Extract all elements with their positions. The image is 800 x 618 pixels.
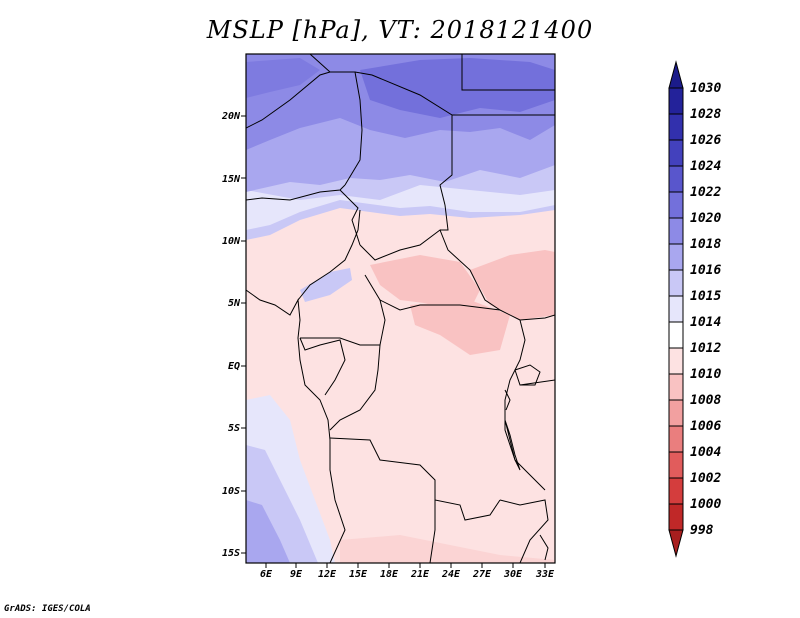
lon-label-27E: 27E bbox=[472, 569, 492, 580]
lake-tanganyika bbox=[504, 419, 521, 471]
band-1020-southwest bbox=[246, 500, 290, 563]
colorbar-label-1002: 1002 bbox=[690, 471, 721, 486]
plot-frame bbox=[245, 53, 556, 564]
colorbar-label-1006: 1006 bbox=[690, 419, 721, 434]
colorbar-label-1018: 1018 bbox=[690, 237, 721, 252]
lat-label-10N: 10N bbox=[222, 236, 241, 247]
colorbar-label-1014: 1014 bbox=[690, 315, 721, 330]
band-1012-congo bbox=[410, 300, 510, 355]
lon-label-15E: 15E bbox=[349, 569, 368, 580]
lat-label-5S: 5S bbox=[228, 423, 240, 434]
colorbar-box-1030-1028 bbox=[668, 87, 684, 115]
colorbar-box-1014-1012 bbox=[668, 321, 684, 349]
colorbar-label-1024: 1024 bbox=[690, 159, 721, 174]
colorbar-boxes bbox=[668, 87, 684, 531]
colorbar-box-1022-1020 bbox=[668, 191, 684, 219]
pressure-field bbox=[246, 54, 555, 563]
colorbar-box-1000-998 bbox=[668, 503, 684, 531]
border-mali-niger bbox=[246, 71, 331, 129]
colorbar-bottom-arrow bbox=[668, 529, 684, 558]
band-1012-east bbox=[470, 250, 555, 320]
map-title: MSLP [hPa], VT: 2018121400 bbox=[206, 16, 594, 44]
colorbar-box-1012-1010 bbox=[668, 347, 684, 375]
colorbar-label-1026: 1026 bbox=[690, 133, 721, 148]
lake-victoria bbox=[514, 364, 541, 386]
colorbar-labels: 1030 1028 1026 1024 1022 1020 1018 1016 … bbox=[690, 81, 721, 538]
colorbar-label-1030: 1030 bbox=[690, 81, 721, 96]
border-uganda-kenya bbox=[519, 314, 555, 321]
lon-label-12E: 12E bbox=[318, 569, 337, 580]
colorbar-label-1012: 1012 bbox=[690, 341, 721, 356]
lon-label-9E: 9E bbox=[290, 569, 303, 580]
country-borders bbox=[246, 54, 555, 563]
border-libya-egypt bbox=[461, 54, 555, 91]
border-lake-chad bbox=[339, 189, 361, 246]
lat-label-5N: 5N bbox=[228, 298, 241, 309]
lat-label-10S: 10S bbox=[222, 486, 240, 497]
colorbar-label-998: 998 bbox=[690, 523, 714, 538]
lon-label-30E: 30E bbox=[503, 569, 523, 580]
band-1012-center bbox=[370, 255, 480, 310]
colorbar-label-1016: 1016 bbox=[690, 263, 721, 278]
border-drc-east bbox=[504, 319, 546, 491]
colorbar-box-1016-1015 bbox=[668, 269, 684, 297]
band-1016-gulf bbox=[300, 268, 352, 302]
lake-malawi bbox=[539, 534, 549, 561]
colorbar-box-1026-1024 bbox=[668, 139, 684, 167]
grads-credit: GrADS: IGES/COLA bbox=[4, 604, 91, 614]
lon-label-6E: 6E bbox=[260, 569, 273, 580]
colorbar-box-1008-1006 bbox=[668, 399, 684, 427]
colorbar-box-1015-1014 bbox=[668, 295, 684, 323]
colorbar-label-1015: 1015 bbox=[690, 289, 721, 304]
colorbar-box-1020-1018 bbox=[668, 217, 684, 245]
lat-label-15S: 15S bbox=[222, 548, 240, 559]
colorbar-box-1028-1026 bbox=[668, 113, 684, 141]
colorbar-top-arrow bbox=[668, 60, 684, 89]
border-nigeria-cameroon bbox=[297, 209, 361, 301]
colorbar-box-1018-1016 bbox=[668, 243, 684, 271]
band-1022-west bbox=[246, 58, 320, 98]
colorbar-label-1010: 1010 bbox=[690, 367, 721, 382]
lat-label-20N: 20N bbox=[221, 111, 241, 122]
colorbar-label-1020: 1020 bbox=[690, 211, 721, 226]
border-car-sudan bbox=[440, 204, 449, 231]
border-cameroon-gabon bbox=[300, 299, 386, 346]
lon-label-18E: 18E bbox=[380, 569, 399, 580]
border-gabon bbox=[299, 337, 346, 396]
colorbar-box-1004-1002 bbox=[668, 451, 684, 479]
latitude-axis: 20N 15N 10N 5N EQ 5S 10S 15S bbox=[221, 111, 246, 559]
longitude-axis: 6E 9E 12E 15E 18E 21E 24E 27E 30E 33E bbox=[260, 563, 555, 580]
lat-label-EQ: EQ bbox=[228, 361, 240, 372]
lon-label-24E: 24E bbox=[441, 569, 461, 580]
band-1012-south bbox=[340, 535, 555, 563]
colorbar-box-1010-1008 bbox=[668, 373, 684, 401]
colorbar-label-1004: 1004 bbox=[690, 445, 721, 460]
lat-label-15N: 15N bbox=[222, 174, 241, 185]
band-1022 bbox=[360, 58, 555, 118]
lon-label-21E: 21E bbox=[410, 569, 430, 580]
colorbar-label-1022: 1022 bbox=[690, 185, 721, 200]
colorbar: 1030 1028 1026 1024 1022 1020 1018 1016 … bbox=[668, 60, 721, 558]
border-niger-nigeria bbox=[246, 184, 346, 201]
coastline-west bbox=[246, 289, 346, 563]
border-angola-zambia bbox=[429, 500, 436, 563]
lake-kivu bbox=[504, 389, 511, 411]
band-1015 bbox=[246, 185, 555, 230]
colorbar-label-1028: 1028 bbox=[690, 107, 721, 122]
colorbar-label-1008: 1008 bbox=[690, 393, 721, 408]
colorbar-box-1006-1004 bbox=[668, 425, 684, 453]
border-drc-angola bbox=[329, 437, 501, 521]
lon-label-33E: 33E bbox=[535, 569, 555, 580]
colorbar-label-1000: 1000 bbox=[690, 497, 721, 512]
colorbar-box-1002-1000 bbox=[668, 477, 684, 505]
border-tanzania bbox=[519, 379, 555, 386]
border-congo-drc bbox=[329, 344, 381, 431]
border-zambia bbox=[499, 499, 549, 563]
colorbar-box-1024-1022 bbox=[668, 165, 684, 193]
